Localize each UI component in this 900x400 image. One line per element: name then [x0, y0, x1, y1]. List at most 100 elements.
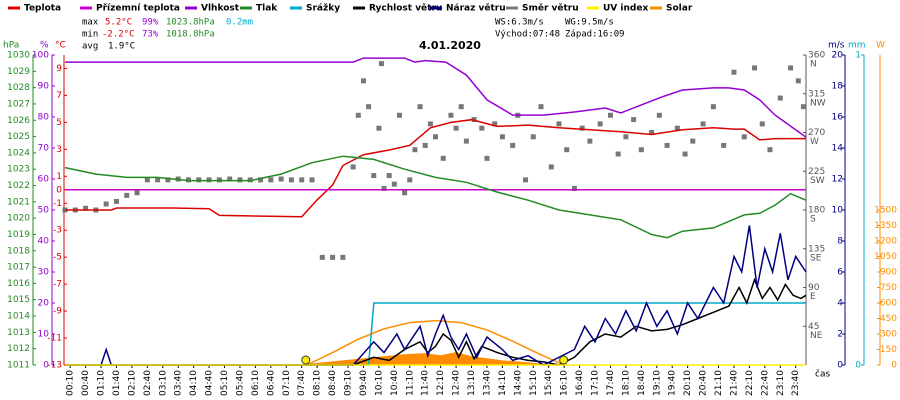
wind-dir-point [381, 185, 387, 191]
wind-dir-point [767, 147, 773, 153]
axis-unit: % [40, 41, 49, 51]
axis-unit: W [876, 41, 885, 51]
axis-unit: hPa [3, 41, 19, 51]
wind-dir-point [433, 134, 438, 140]
wind-dir-point [458, 104, 464, 110]
x-tick-label: 05:10 [220, 370, 230, 396]
axis-unit: m/s [828, 41, 845, 51]
wind-dir-point [548, 164, 554, 170]
tick-label: -5 [53, 253, 62, 263]
stat: -2.2°C [102, 30, 135, 40]
tick-label: 1014 [7, 312, 30, 322]
x-tick-label: 17:40 [606, 370, 616, 396]
tick-label: -1 [53, 199, 62, 209]
tick-label: -3 [53, 226, 62, 236]
wind-dir-point [523, 177, 529, 183]
wind-dir-point [340, 254, 346, 260]
wind-dir-point [350, 164, 356, 170]
wind-dir-point [682, 151, 688, 157]
x-tick-label: 03:40 [174, 370, 184, 396]
x-tick-label: 06:10 [251, 370, 261, 396]
legend-label: Vlhkost [201, 4, 240, 14]
x-tick-label: 00:10 [66, 370, 76, 396]
tick-label: 1200 [874, 237, 897, 247]
tick-label: 1024 [7, 148, 30, 158]
wind-dir-point [800, 104, 806, 110]
wind-dir-point [674, 125, 680, 131]
tick-label: 12 [832, 175, 843, 185]
x-tick-label: 21:10 [714, 370, 724, 396]
tick-label: 1019 [7, 230, 30, 240]
x-tick-label: 21:40 [729, 370, 739, 396]
wind-dir-point [741, 134, 747, 140]
wind-dir-point [355, 112, 361, 118]
tick-label: 1027 [7, 99, 30, 109]
stat: 73% [142, 30, 159, 40]
wind-dir-point [278, 176, 284, 182]
sunset-marker [559, 355, 569, 365]
wind-dir-point [538, 104, 544, 110]
tick-label: SW [810, 176, 825, 186]
tick-label: 45 [808, 322, 819, 332]
wind-dir-point [371, 173, 377, 179]
x-tick-label: 15:10 [529, 370, 539, 396]
tick-label: 315 [808, 89, 825, 99]
tick-label: 30 [38, 268, 50, 278]
wind-dir-point [530, 134, 536, 140]
legend-label: Směr větru [522, 3, 579, 14]
tick-label: -13 [47, 361, 62, 371]
stat: WS:6.3m/s [495, 18, 544, 28]
legend-label: Tlak [256, 4, 278, 14]
x-tick-label: 08:40 [328, 370, 338, 396]
x-tick-label: 12:40 [452, 370, 462, 396]
x-axis-label: čas [815, 369, 830, 380]
x-tick-label: 11:40 [421, 370, 431, 396]
wind-dir-point [113, 198, 119, 204]
wind-dir-point [484, 155, 490, 161]
x-tick-label: 18:40 [637, 370, 647, 396]
stat: Východ:07:48 [495, 30, 560, 40]
wind-dir-point [453, 125, 459, 131]
tick-label: 1050 [874, 252, 897, 262]
x-tick-label: 02:40 [143, 370, 153, 396]
tick-label: 1017 [7, 263, 30, 273]
series-line [65, 118, 806, 218]
wind-dir-point [721, 142, 727, 148]
x-tick-label: 07:10 [282, 370, 292, 396]
tick-label: 0 [43, 361, 49, 371]
x-tick-label: 17:10 [591, 370, 601, 396]
series-line [65, 57, 807, 138]
axis-unit: °C [55, 41, 66, 51]
x-tick-label: 10:40 [390, 370, 400, 396]
wind-dir-point [571, 185, 577, 191]
tick-label: 1029 [7, 67, 30, 77]
x-tick-label: 11:10 [405, 370, 415, 396]
x-tick-label: 04:40 [205, 370, 215, 396]
tick-label: 20 [38, 299, 50, 309]
tick-label: -11 [47, 334, 62, 344]
tick-label: 4 [837, 299, 843, 309]
wind-dir-point [391, 181, 397, 187]
tick-label: 2 [837, 330, 843, 340]
tick-label: 225 [808, 167, 825, 177]
x-tick-label: 09:10 [344, 370, 354, 396]
wind-dir-point [407, 177, 413, 183]
tick-label: 0 [855, 361, 861, 371]
x-tick-label: 07:40 [297, 370, 307, 396]
tick-label: 1500 [874, 206, 897, 216]
wind-dir-point [463, 138, 469, 144]
tick-label: 14 [832, 144, 844, 154]
tick-label: 1028 [7, 83, 30, 93]
tick-label: -7 [53, 280, 62, 290]
stat: 5.2°C [105, 18, 132, 28]
wind-dir-point [587, 138, 593, 144]
tick-label: 100 [32, 51, 49, 61]
x-tick-label: 03:10 [158, 370, 168, 396]
tick-label: 1025 [7, 132, 30, 142]
x-tick-label: 20:10 [683, 370, 693, 396]
tick-label: 450 [880, 314, 897, 324]
wind-dir-point [664, 142, 670, 148]
x-tick-label: 15:40 [544, 370, 554, 396]
tick-label: SE [810, 253, 822, 263]
